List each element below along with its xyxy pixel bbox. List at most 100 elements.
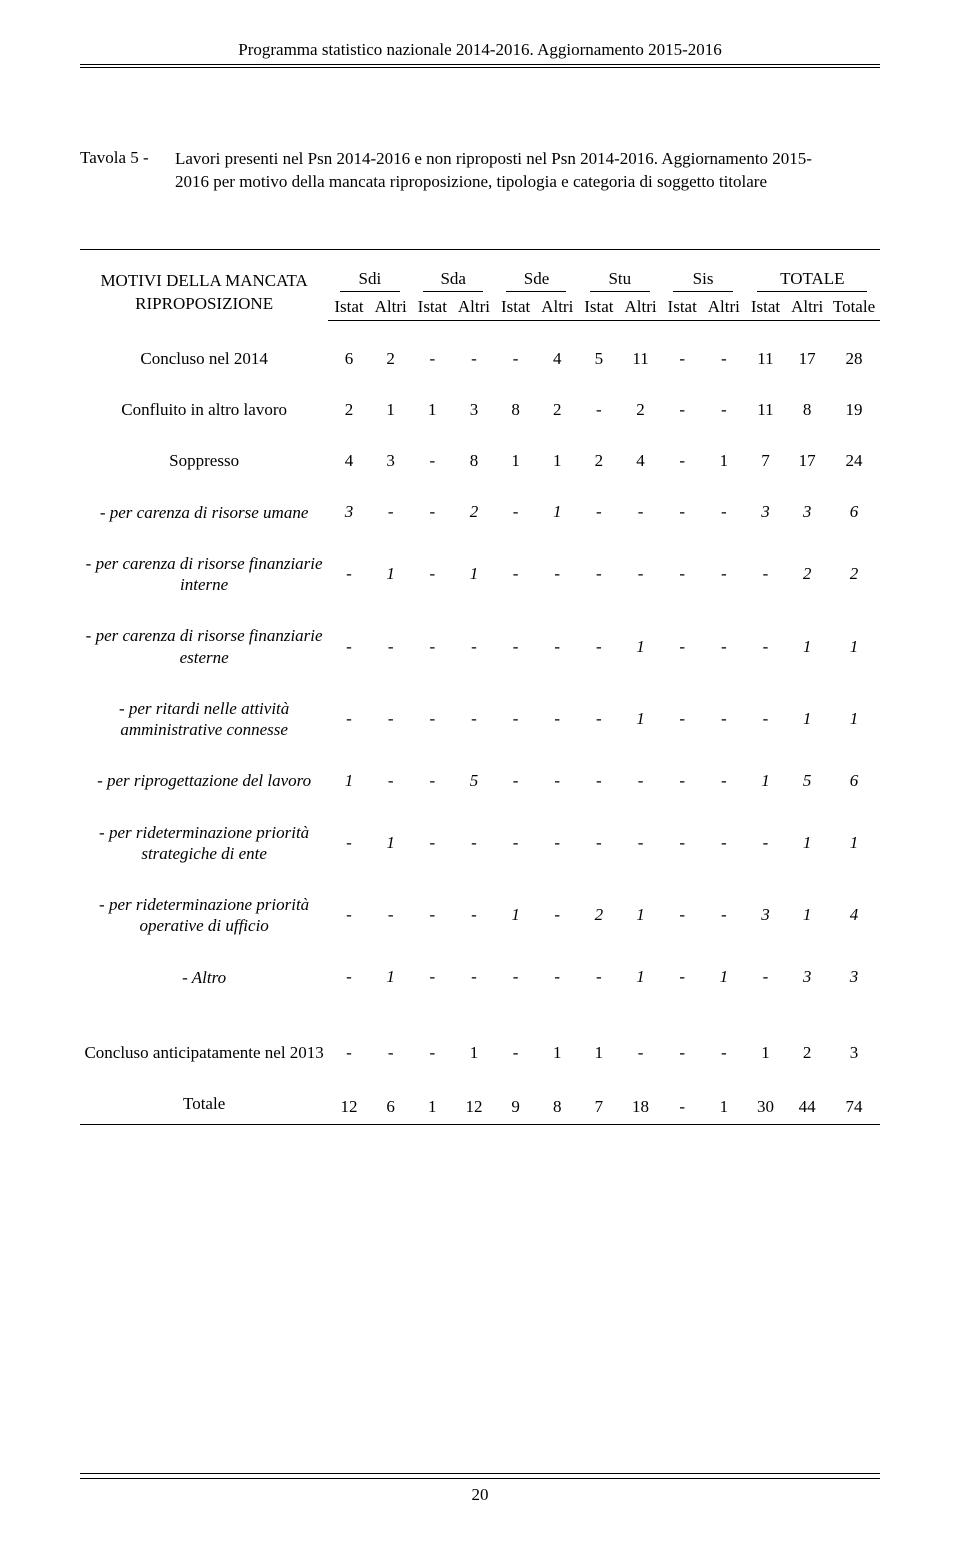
cell: 1 (620, 891, 662, 940)
cell: - (578, 819, 620, 868)
cell: 2 (536, 396, 578, 423)
cell: - (370, 1039, 412, 1066)
cell: 12 (328, 1090, 370, 1125)
cell: - (328, 550, 370, 599)
sub-sis-istat: Istat (661, 294, 703, 321)
cell: 1 (786, 891, 828, 940)
cell: - (536, 819, 578, 868)
cell: 1 (703, 964, 745, 991)
cell: - (703, 695, 745, 744)
cell: - (703, 396, 745, 423)
cell: - (578, 767, 620, 794)
cell: - (328, 964, 370, 991)
cell: - (745, 819, 787, 868)
cell: 6 (328, 345, 370, 372)
cell: 3 (453, 396, 495, 423)
cell: 1 (745, 767, 787, 794)
cell: 1 (328, 767, 370, 794)
cell: - (703, 891, 745, 940)
caption-label: Tavola 5 - (80, 148, 175, 168)
cell: 2 (620, 396, 662, 423)
sub-stu-istat: Istat (578, 294, 620, 321)
cell: - (578, 550, 620, 599)
cell: 11 (620, 345, 662, 372)
cell: - (412, 550, 454, 599)
row-label: Concluso nel 2014 (80, 345, 328, 372)
cell: - (745, 964, 787, 991)
header-rule (80, 67, 880, 68)
cell: - (536, 964, 578, 991)
cell: - (661, 396, 703, 423)
cell: 74 (828, 1090, 880, 1125)
cell: - (328, 891, 370, 940)
table-row: - per riprogettazione del lavoro1--5----… (80, 767, 880, 794)
cell: - (703, 767, 745, 794)
table-row: Confluito in altro lavoro211382-2--11819 (80, 396, 880, 423)
sub-sde-istat: Istat (495, 294, 537, 321)
cell: - (412, 622, 454, 671)
sub-sdi-istat: Istat (328, 294, 370, 321)
cell: 17 (786, 345, 828, 372)
cell: 1 (495, 447, 537, 474)
cell: 1 (536, 1039, 578, 1066)
cell: - (703, 345, 745, 372)
group-sis: Sis (673, 269, 733, 292)
row-label: - per carenza di risorse umane (80, 499, 328, 526)
table-row: - per carenza di risorse finanziarie est… (80, 622, 880, 671)
cell: - (620, 499, 662, 526)
motivi-line1: MOTIVI DELLA MANCATA (100, 271, 307, 290)
cell: 2 (578, 447, 620, 474)
cell: 1 (828, 622, 880, 671)
row-label-line: amministrative connesse (84, 719, 324, 740)
cell: 1 (703, 1090, 745, 1125)
cell: - (578, 396, 620, 423)
cell: 1 (453, 1039, 495, 1066)
sub-tot-altri: Altri (786, 294, 828, 321)
sub-sda-altri: Altri (453, 294, 495, 321)
cell: - (578, 622, 620, 671)
cell: - (620, 1039, 662, 1066)
cell: - (412, 819, 454, 868)
row-label: - per carenza di risorse finanziarie est… (80, 622, 328, 671)
cell: - (661, 499, 703, 526)
row-label-line: - per carenza di risorse finanziarie (84, 625, 324, 646)
cell: 1 (828, 695, 880, 744)
cell: - (745, 550, 787, 599)
cell: - (495, 767, 537, 794)
row-label: - per rideterminazione priorità strategi… (80, 819, 328, 868)
cell: - (661, 447, 703, 474)
sub-tot-totale: Totale (828, 294, 880, 321)
cell: 1 (412, 1090, 454, 1125)
cell: 1 (370, 550, 412, 599)
cell: - (620, 550, 662, 599)
row-concluso-anticip: Concluso anticipatamente nel 2013 - - - … (80, 1039, 880, 1066)
sub-sda-istat: Istat (412, 294, 454, 321)
cell: 5 (786, 767, 828, 794)
cell: - (703, 550, 745, 599)
table-row: - per carenza di risorse finanziarie int… (80, 550, 880, 599)
row-label-line: - per ritardi nelle attività (84, 698, 324, 719)
cell: - (412, 345, 454, 372)
table-row: Soppresso43-81124-171724 (80, 447, 880, 474)
cell: 18 (620, 1090, 662, 1125)
page-number: 20 (472, 1485, 489, 1504)
cell: 3 (828, 964, 880, 991)
cell: - (703, 622, 745, 671)
cell: 11 (745, 345, 787, 372)
cell: - (661, 345, 703, 372)
cell: - (328, 622, 370, 671)
cell: 2 (786, 1039, 828, 1066)
cell: - (745, 622, 787, 671)
caption-line1: Lavori presenti nel Psn 2014-2016 e non … (175, 149, 812, 168)
table-row: Concluso nel 201462---4511--111728 (80, 345, 880, 372)
group-sda: Sda (423, 269, 483, 292)
motivi-line2: RIPROPOSIZIONE (135, 294, 273, 313)
cell: 8 (786, 396, 828, 423)
group-stu: Stu (590, 269, 650, 292)
cell: - (412, 447, 454, 474)
row-label-line: esterne (84, 647, 324, 668)
cell: 3 (745, 499, 787, 526)
table-row: - per carenza di risorse umane3--2-1----… (80, 499, 880, 526)
group-sdi: Sdi (340, 269, 400, 292)
cell: 19 (828, 396, 880, 423)
